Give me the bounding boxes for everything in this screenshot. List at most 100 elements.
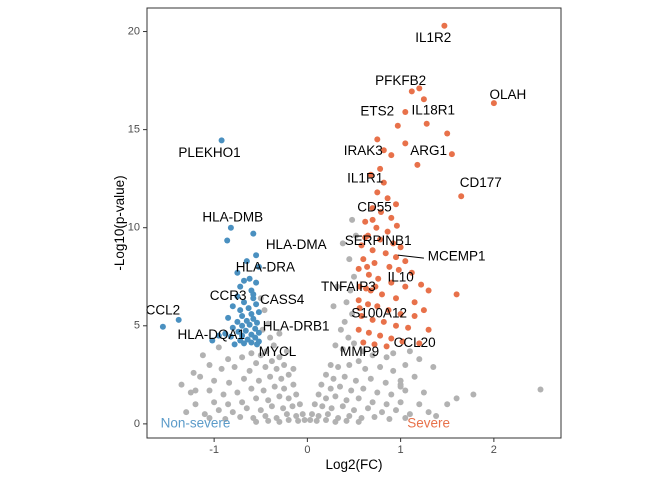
panel-border	[146, 7, 562, 439]
point-ns-159	[444, 401, 451, 408]
point-down-48	[254, 341, 260, 348]
point-ns-2	[265, 320, 272, 327]
y-tick-label: 15	[128, 124, 140, 136]
gene-label-mcemp1: MCEMP1	[428, 249, 486, 264]
point-down-21	[248, 311, 255, 317]
point-ns-52	[243, 405, 250, 412]
point-ns-96	[377, 364, 384, 370]
point-down-17	[253, 301, 260, 308]
point-ns-45	[211, 399, 218, 406]
gene-label-mmp9: MMP9	[340, 344, 379, 359]
point-ns-113	[388, 391, 395, 398]
point-ns-4	[267, 334, 274, 341]
point-down-42	[248, 339, 255, 346]
point-up-64	[393, 322, 399, 329]
point-ns-146	[323, 417, 329, 423]
point-ns-142	[386, 416, 393, 422]
point-ns-137	[324, 411, 331, 418]
point-up-81	[411, 313, 418, 319]
point-ns-149	[355, 418, 362, 425]
point-up-77	[364, 263, 371, 270]
point-down-0	[218, 137, 225, 144]
point-down-34	[255, 329, 262, 336]
point-ns-143	[402, 415, 409, 421]
point-ns-168	[537, 386, 544, 393]
point-up-65	[405, 324, 412, 331]
point-up-73	[371, 341, 378, 348]
point-up-46	[355, 265, 362, 272]
point-ns-50	[268, 403, 275, 410]
point-ns-51	[257, 407, 264, 414]
point-up-48	[375, 275, 382, 282]
y-axis-title: -Log10(p-value)	[112, 175, 127, 270]
point-up-1	[408, 88, 415, 95]
gene-label-ccr3: CCR3	[210, 288, 247, 303]
point-up-13	[388, 152, 395, 159]
point-ns-23	[267, 373, 274, 380]
point-ns-78	[351, 273, 357, 280]
point-ns-135	[309, 411, 315, 418]
point-ns-39	[285, 395, 292, 402]
point-ns-22	[278, 375, 285, 382]
point-up-7	[423, 120, 430, 127]
point-ns-104	[382, 379, 389, 386]
point-ns-35	[220, 391, 227, 398]
point-up-76	[372, 283, 379, 290]
point-down-1	[227, 224, 234, 231]
point-up-9	[374, 136, 381, 143]
y-tick-label: 20	[128, 25, 140, 37]
point-up-43	[453, 291, 460, 298]
point-down-38	[252, 334, 259, 341]
gene-label-ets2: ETS2	[360, 104, 394, 119]
point-up-22	[369, 205, 376, 212]
point-down-10	[253, 279, 260, 286]
point-down-23	[225, 314, 232, 321]
point-down-32	[242, 327, 249, 334]
gene-label-ccl2: CCL2	[146, 303, 181, 318]
point-ns-108	[327, 385, 334, 392]
point-ns-154	[352, 232, 359, 239]
point-down-29	[239, 322, 246, 329]
point-ns-114	[402, 387, 409, 394]
point-up-39	[371, 260, 378, 266]
point-up-16	[458, 193, 465, 200]
x-tick-label: -1	[209, 444, 219, 456]
point-ns-148	[343, 417, 350, 424]
point-ns-61	[262, 413, 269, 419]
point-down-4	[253, 252, 260, 259]
point-down-16	[229, 303, 236, 310]
point-down-3	[224, 237, 231, 244]
point-ns-91	[355, 358, 362, 365]
point-ns-44	[225, 401, 232, 408]
point-up-25	[393, 222, 400, 229]
point-ns-145	[313, 417, 320, 424]
point-ns-43	[239, 399, 246, 406]
point-ns-25	[241, 375, 247, 382]
point-ns-123	[397, 399, 404, 406]
point-down-37	[227, 333, 234, 340]
point-down-49	[250, 291, 257, 298]
point-ns-133	[406, 411, 413, 418]
point-ns-90	[383, 354, 390, 361]
point-ns-80	[343, 299, 350, 306]
gene-label-serpinb1: SERPINB1	[345, 233, 412, 248]
point-ns-47	[296, 401, 303, 408]
gene-label-hla-dra: HLA-DRA	[236, 259, 295, 274]
point-up-11	[448, 151, 455, 158]
point-up-5	[402, 109, 409, 115]
point-ns-93	[335, 364, 342, 370]
point-down-7	[234, 269, 241, 276]
point-ns-19	[218, 365, 225, 372]
point-ns-152	[334, 283, 341, 290]
point-ns-88	[360, 348, 367, 355]
gene-label-pfkfb2: PFKFB2	[375, 73, 426, 88]
point-ns-82	[341, 318, 348, 325]
point-up-49	[388, 279, 395, 286]
gene-label-il18r1: IL18R1	[412, 103, 456, 118]
point-ns-9	[257, 352, 264, 359]
point-up-63	[380, 318, 387, 325]
point-ns-18	[231, 364, 238, 370]
point-ns-21	[285, 371, 292, 378]
point-ns-6	[263, 348, 270, 355]
